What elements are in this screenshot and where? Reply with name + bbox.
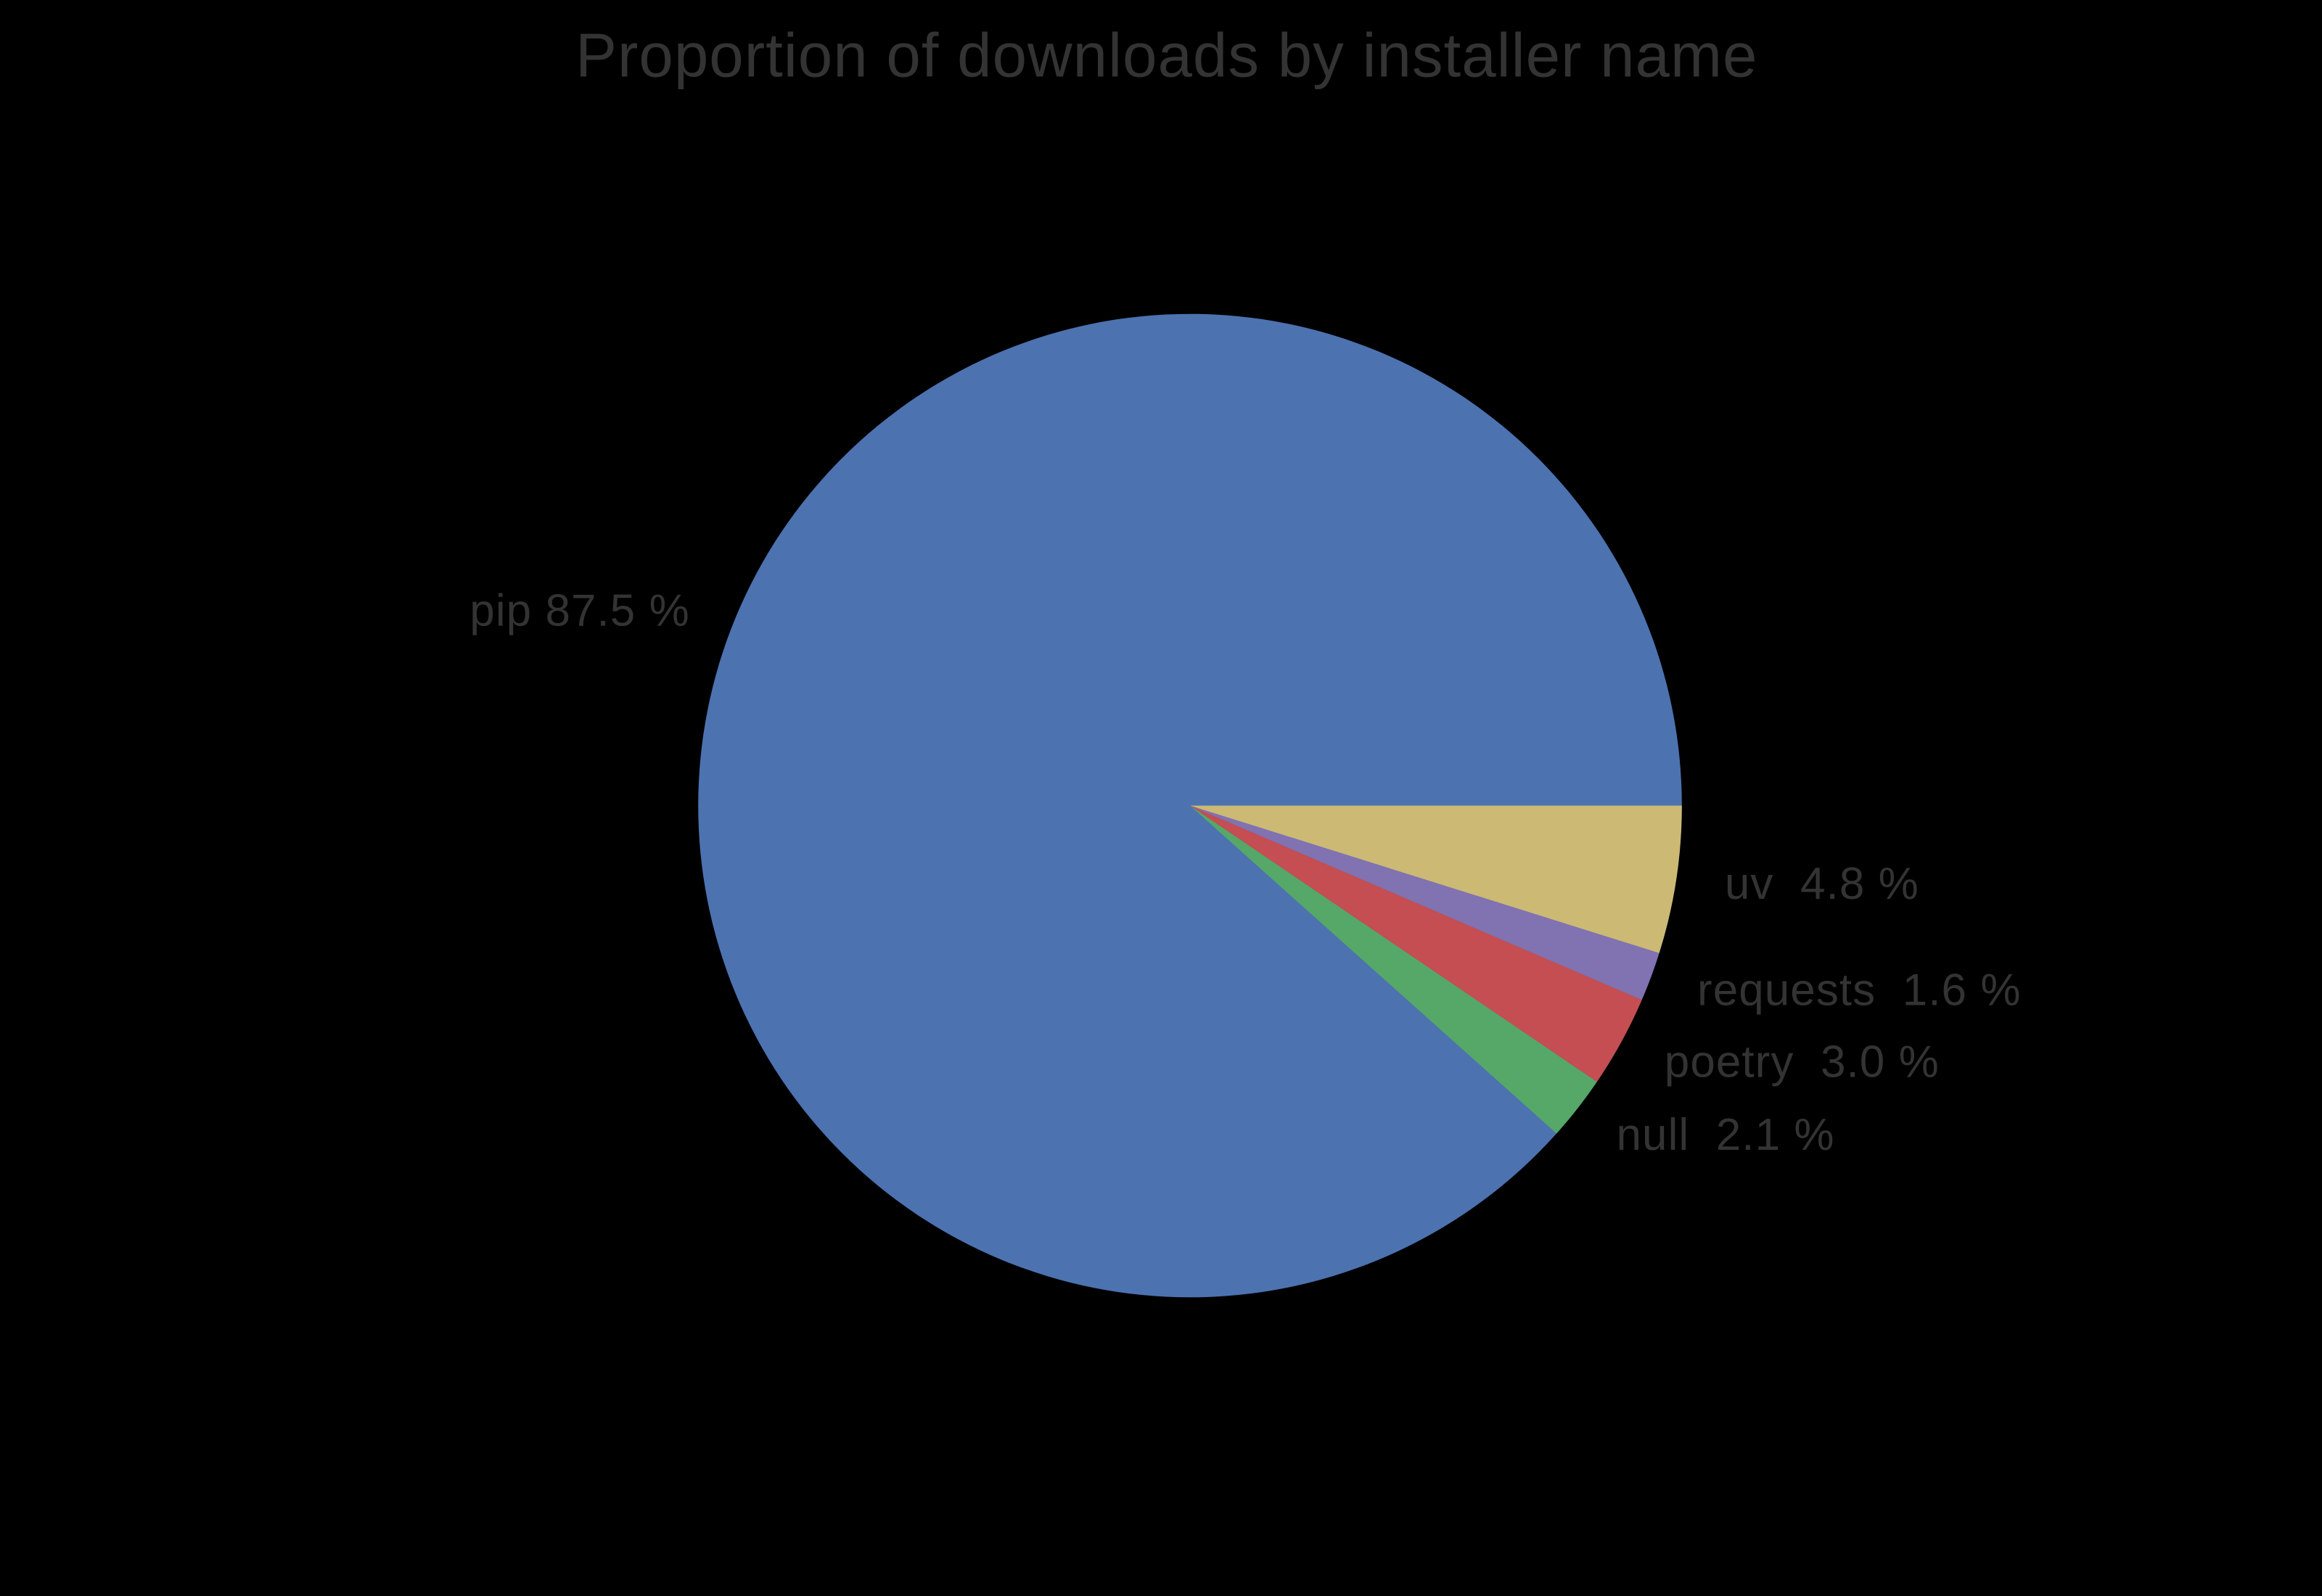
svg-text:requests 1.6 %: requests 1.6 % <box>1697 965 2022 1015</box>
svg-text:poetry 3.0 %: poetry 3.0 % <box>1665 1037 1940 1087</box>
svg-text:null 2.1 %: null 2.1 % <box>1617 1110 1835 1160</box>
svg-text:Proportion of downloads by ins: Proportion of downloads by installer nam… <box>575 22 1757 91</box>
svg-text:uv 4.8 %: uv 4.8 % <box>1725 859 1919 909</box>
svg-text:pip 87.5 %: pip 87.5 % <box>469 585 690 635</box>
